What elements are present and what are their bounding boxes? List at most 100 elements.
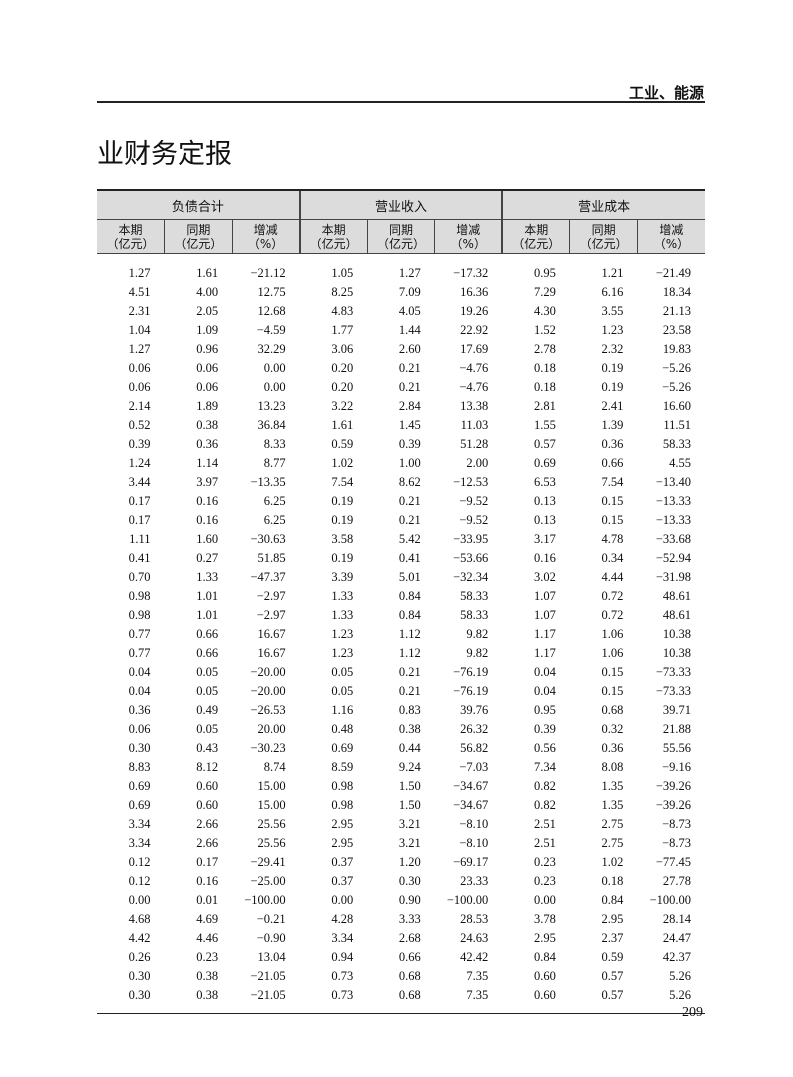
table-cell: 16.36 bbox=[460, 285, 489, 299]
table-cell: 0.00 bbox=[128, 893, 151, 907]
sub-header-line2: （亿元） bbox=[174, 236, 223, 251]
table-cell: 1.24 bbox=[128, 456, 151, 470]
table-cell: 0.98 bbox=[331, 779, 354, 793]
table-cell: 1.06 bbox=[601, 627, 624, 641]
table-cell: 8.62 bbox=[398, 475, 421, 489]
section-header: 工业、能源 bbox=[628, 84, 704, 102]
table-row: 0.17 0.16 6.25 0.19 0.21 −9.52 0.13 0.15 −13.33 bbox=[97, 492, 705, 511]
table-row: 1.24 1.14 8.77 1.02 1.00 2.00 0.69 0.66 4.55 bbox=[97, 454, 705, 473]
table-cell: −76.19 bbox=[453, 665, 489, 679]
table-cell: 0.72 bbox=[601, 589, 624, 603]
table-row: 0.12 0.17 −29.41 0.37 1.20 −69.17 0.23 1.02 −77.… bbox=[97, 853, 705, 872]
table-cell: 0.84 bbox=[601, 893, 624, 907]
table-cell: 28.53 bbox=[460, 912, 489, 926]
table-cell: −12.53 bbox=[453, 475, 489, 489]
table-cell: −32.34 bbox=[453, 570, 489, 584]
table-cell: 36.84 bbox=[257, 418, 286, 432]
table-cell: 0.36 bbox=[601, 741, 624, 755]
table-cell: 6.25 bbox=[263, 494, 286, 508]
table-cell: 5.01 bbox=[398, 570, 421, 584]
table-cell: 0.37 bbox=[331, 874, 354, 888]
table-cell: 24.63 bbox=[460, 931, 489, 945]
table-cell: 0.15 bbox=[601, 684, 624, 698]
table-cell: 0.66 bbox=[398, 950, 421, 964]
table-cell: 3.39 bbox=[331, 570, 354, 584]
table-cell: 1.50 bbox=[398, 779, 421, 793]
table-row: 0.98 1.01 −2.97 1.33 0.84 58.33 1.07 0.72 48.61 bbox=[97, 606, 705, 625]
table-cell: 0.72 bbox=[601, 608, 624, 622]
table-cell: 0.16 bbox=[196, 494, 219, 508]
table-cell: 2.95 bbox=[331, 836, 354, 850]
table-row: 0.52 0.38 36.84 1.61 1.45 11.03 1.55 1.39 11.51 bbox=[97, 416, 705, 435]
table-cell: −7.03 bbox=[459, 760, 489, 774]
table-cell: 1.05 bbox=[331, 266, 354, 280]
table-cell: 0.15 bbox=[601, 494, 624, 508]
table-cell: 58.33 bbox=[662, 437, 691, 451]
table-cell: 0.69 bbox=[128, 779, 151, 793]
table-cell: 3.78 bbox=[533, 912, 556, 926]
table-cell: 16.67 bbox=[257, 646, 286, 660]
table-cell: 2.95 bbox=[331, 817, 354, 831]
financial-table: 负债合计 营业收入 营业成本 本期 （亿元） 同期 （亿元） 增减 （%） 本期 （亿元） 同期… bbox=[97, 189, 705, 1014]
table-cell: −26.53 bbox=[250, 703, 286, 717]
table-cell: 1.33 bbox=[331, 608, 354, 622]
sub-header: 本期 （亿元） bbox=[298, 219, 368, 254]
table-cell: 16.67 bbox=[257, 627, 286, 641]
table-cell: 0.39 bbox=[533, 722, 556, 736]
table-cell: 0.98 bbox=[128, 589, 151, 603]
table-cell: 0.05 bbox=[331, 684, 354, 698]
table-cell: 1.12 bbox=[398, 646, 421, 660]
table-cell: 17.69 bbox=[460, 342, 489, 356]
table-cell: −8.10 bbox=[459, 836, 489, 850]
page-title: 业财务定报 bbox=[97, 139, 232, 170]
table-cell: 7.54 bbox=[331, 475, 354, 489]
table-row: 0.30 0.38 −21.05 0.73 0.68 7.35 0.60 0.57 5.26 bbox=[97, 967, 705, 986]
table-cell: −100.00 bbox=[446, 893, 489, 907]
sub-header-line2: （亿元） bbox=[309, 236, 358, 251]
table-cell: −100.00 bbox=[244, 893, 286, 907]
table-cell: 8.77 bbox=[263, 456, 286, 470]
table-cell: 0.36 bbox=[601, 437, 624, 451]
table-cell: 0.57 bbox=[601, 969, 624, 983]
table-cell: −69.17 bbox=[453, 855, 489, 869]
table-cell: 1.06 bbox=[601, 646, 624, 660]
table-cell: 1.61 bbox=[196, 266, 219, 280]
table-cell: 23.33 bbox=[460, 874, 489, 888]
sub-header-line1: 同期 bbox=[388, 222, 413, 237]
table-cell: −77.45 bbox=[655, 855, 691, 869]
table-cell: 0.66 bbox=[196, 627, 219, 641]
group-header: 营业收入 bbox=[298, 189, 503, 220]
table-row: 0.70 1.33 −47.37 3.39 5.01 −32.34 3.02 4.44 −31.… bbox=[97, 568, 705, 587]
table-cell: 0.04 bbox=[128, 684, 151, 698]
table-cell: 3.34 bbox=[128, 817, 151, 831]
table-cell: −47.37 bbox=[250, 570, 286, 584]
table-cell: 32.29 bbox=[257, 342, 286, 356]
table-row: 3.34 2.66 25.56 2.95 3.21 −8.10 2.51 2.75 −8.73 bbox=[97, 834, 705, 853]
table-cell: 3.55 bbox=[601, 304, 624, 318]
table-cell: 1.02 bbox=[331, 456, 354, 470]
table-cell: 1.52 bbox=[533, 323, 556, 337]
table-cell: 15.00 bbox=[257, 798, 286, 812]
table-cell: 2.75 bbox=[601, 817, 624, 831]
group-header: 营业成本 bbox=[501, 189, 705, 220]
table-cell: 0.04 bbox=[533, 684, 556, 698]
table-cell: 0.00 bbox=[331, 893, 354, 907]
table-cell: 6.16 bbox=[601, 285, 624, 299]
table-cell: 4.55 bbox=[669, 456, 691, 470]
table-cell: 0.20 bbox=[331, 380, 354, 394]
table-cell: 2.68 bbox=[398, 931, 421, 945]
table-cell: 3.33 bbox=[398, 912, 421, 926]
table-cell: 11.51 bbox=[663, 418, 691, 432]
table-cell: 21.88 bbox=[662, 722, 691, 736]
table-cell: 5.26 bbox=[669, 969, 691, 983]
table-cell: 7.09 bbox=[398, 285, 421, 299]
table-cell: 0.52 bbox=[128, 418, 151, 432]
table-cell: 5.26 bbox=[637, 986, 705, 1014]
table-cell: −21.49 bbox=[655, 266, 691, 280]
table-cell: 23.58 bbox=[662, 323, 691, 337]
table-cell: −76.19 bbox=[453, 684, 489, 698]
table-cell: 3.17 bbox=[533, 532, 556, 546]
table-row: 0.77 0.66 16.67 1.23 1.12 9.82 1.17 1.06 10.38 bbox=[97, 644, 705, 663]
table-cell: 21.13 bbox=[662, 304, 691, 318]
table-cell: 0.30 bbox=[97, 986, 165, 1014]
